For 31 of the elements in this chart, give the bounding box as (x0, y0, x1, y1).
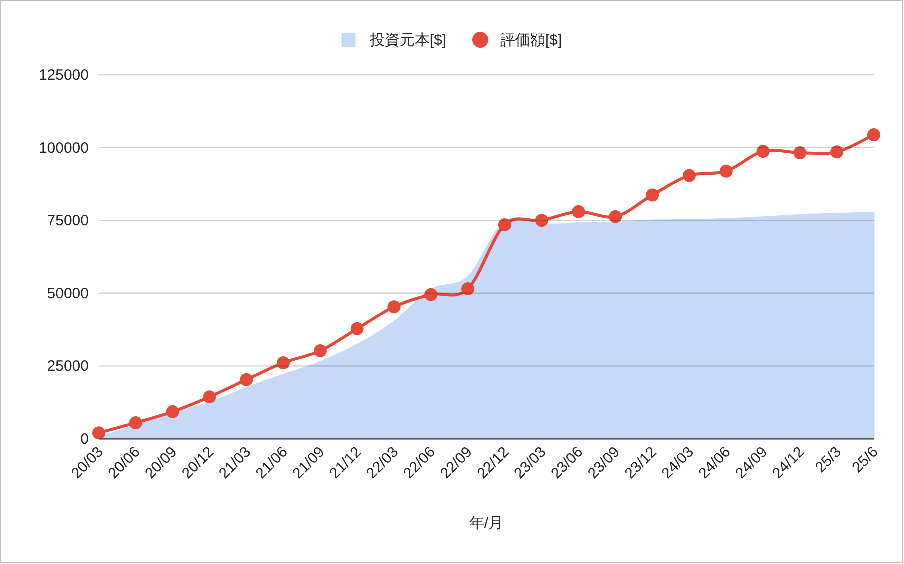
legend-label: 投資元本[$] (368, 32, 446, 49)
y-tick-label: 25000 (47, 358, 89, 376)
point (682, 169, 696, 182)
y-tick-label: 50000 (47, 285, 89, 302)
point (314, 344, 327, 358)
point (92, 426, 106, 440)
point (720, 164, 733, 178)
y-tick-label: 100000 (38, 140, 89, 157)
point (129, 416, 142, 430)
point (203, 390, 216, 404)
point (756, 145, 770, 158)
point (277, 356, 290, 370)
point (166, 405, 180, 418)
point (388, 300, 401, 314)
y-tick-label: 125000 (38, 67, 89, 84)
point (646, 188, 660, 202)
point (424, 288, 438, 302)
point (462, 282, 475, 296)
point (240, 373, 254, 386)
point (868, 128, 880, 142)
y-tick-label: 0 (80, 431, 89, 448)
point (535, 214, 548, 228)
x-axis-title: 年/月 (469, 515, 504, 532)
y-tick-label: 75000 (47, 212, 89, 230)
point (350, 322, 364, 336)
point (830, 146, 844, 159)
point (794, 146, 807, 160)
legend-label: 評価額[$] (500, 32, 562, 49)
point (609, 210, 622, 224)
point (572, 205, 586, 218)
point (498, 218, 512, 232)
